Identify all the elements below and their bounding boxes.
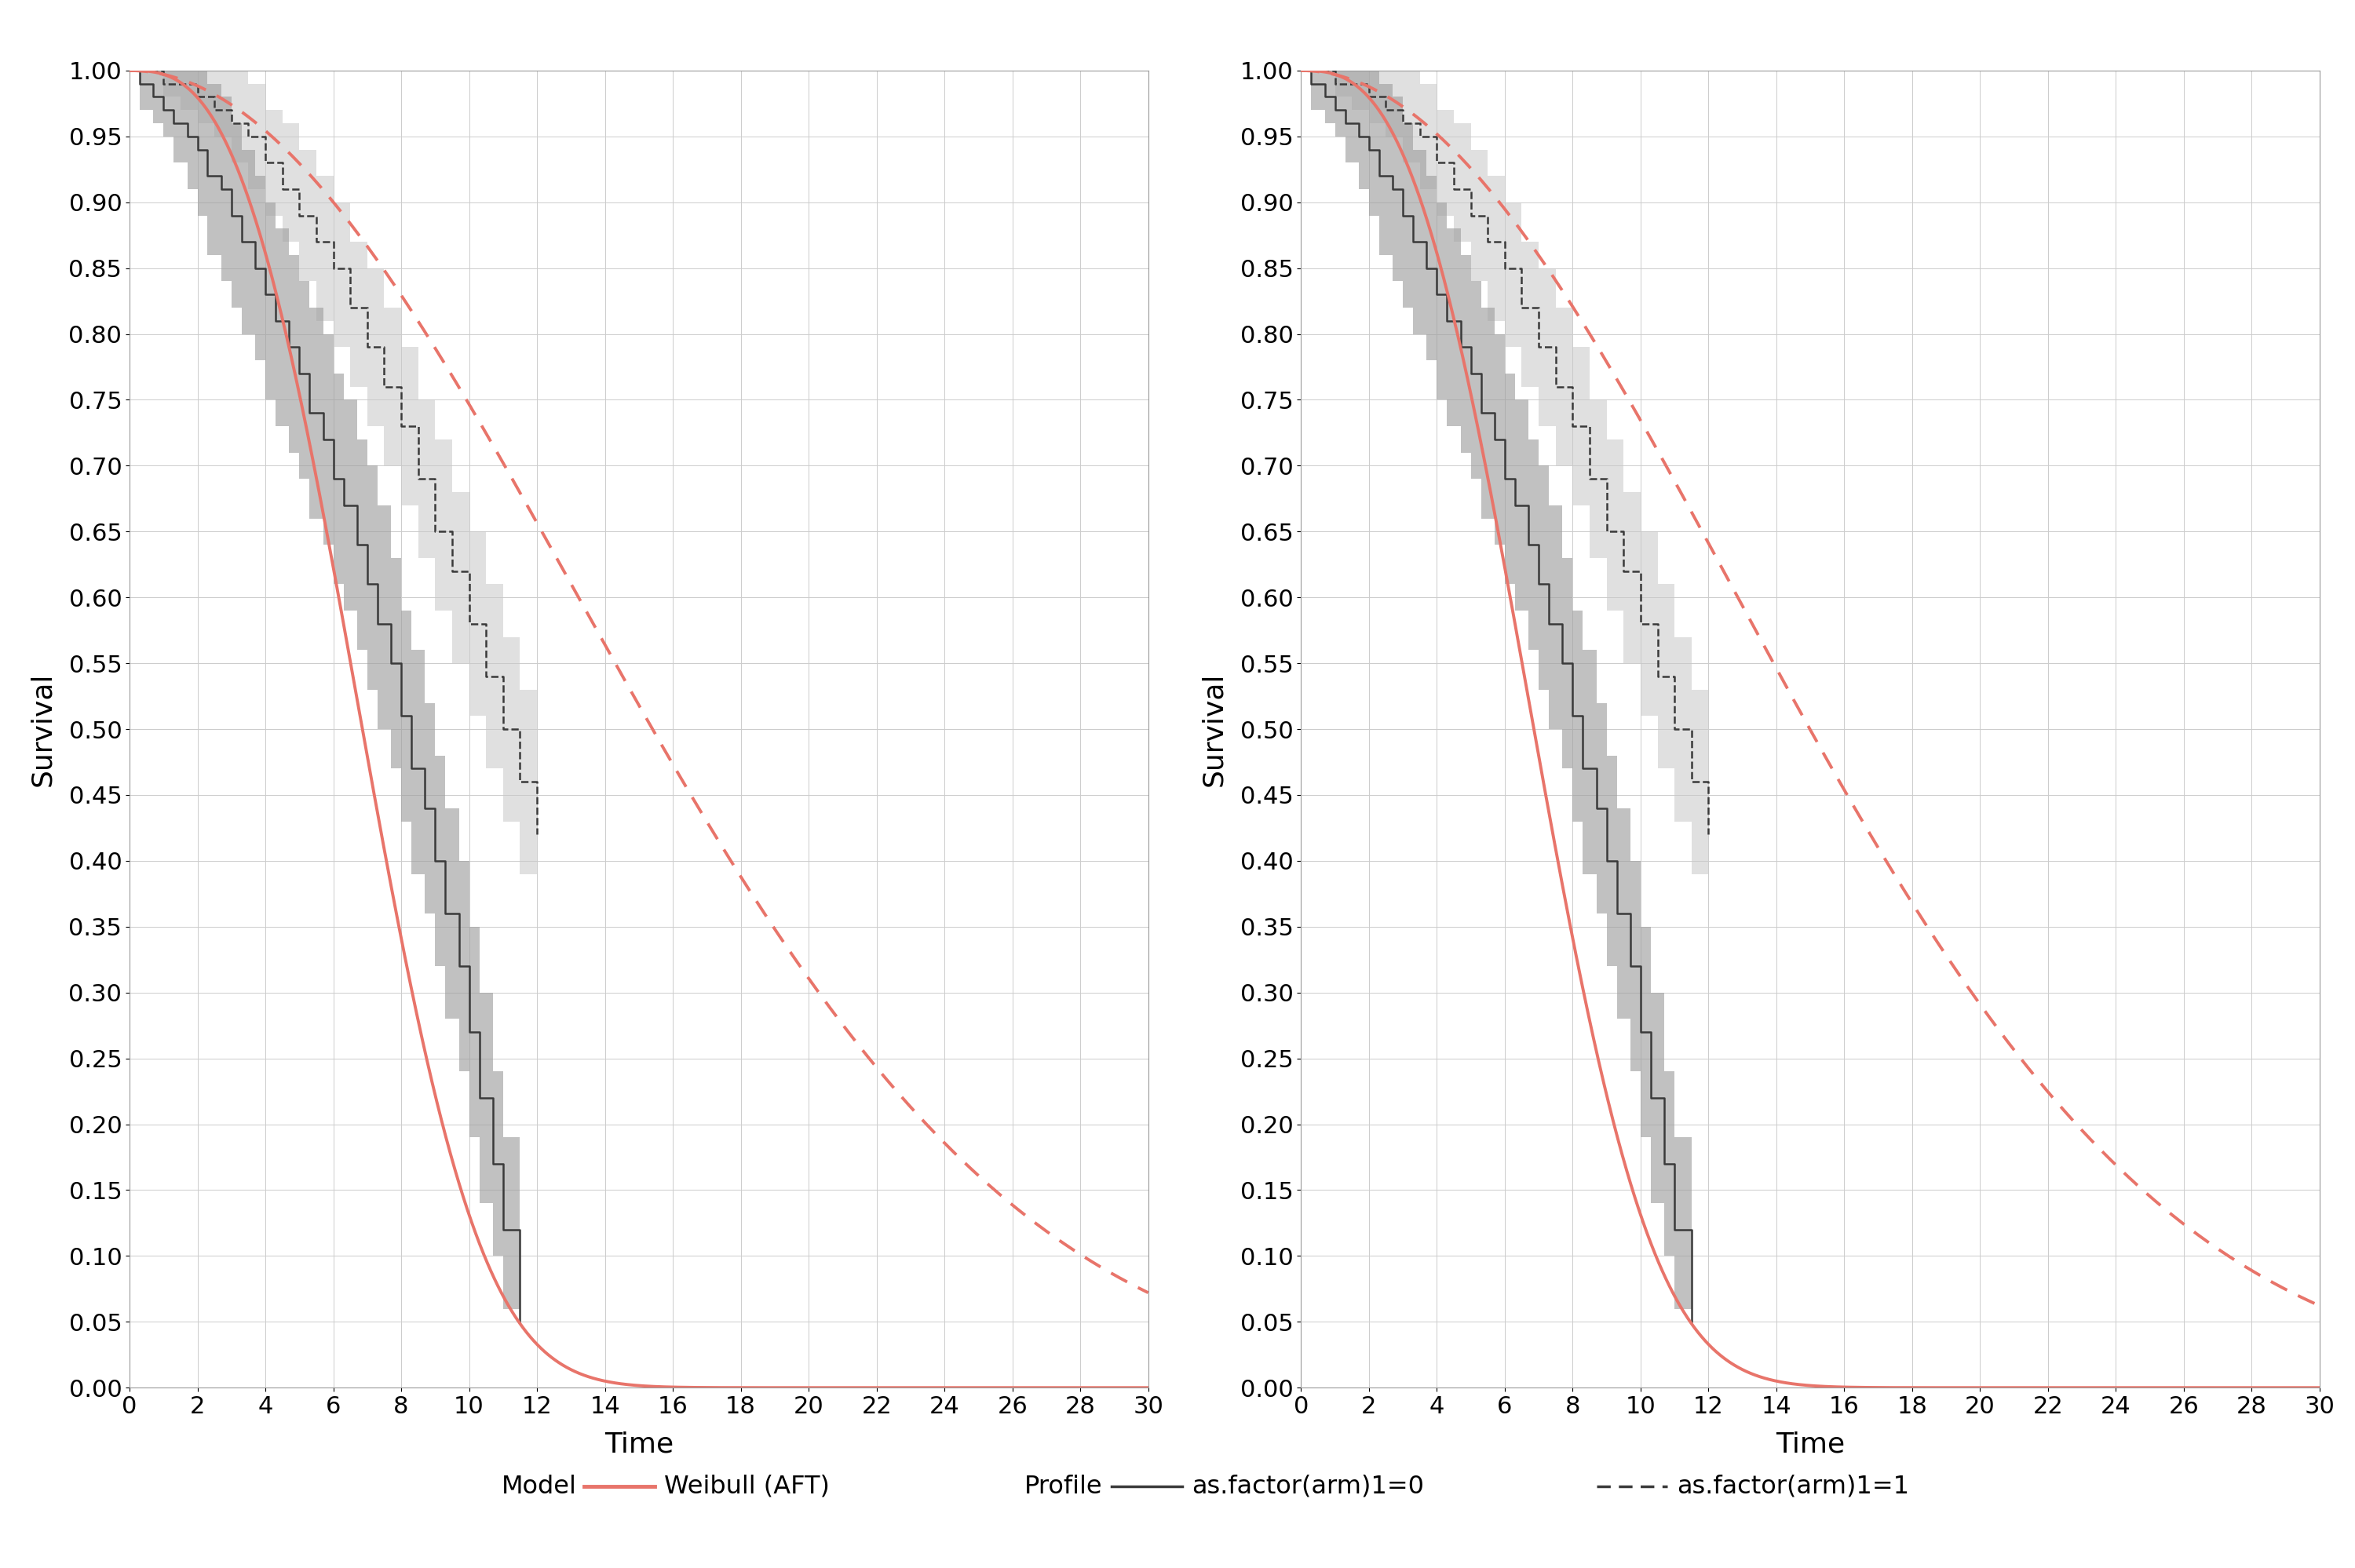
- Y-axis label: Survival: Survival: [28, 673, 57, 786]
- Text: Profile: Profile: [1024, 1474, 1102, 1499]
- X-axis label: Time: Time: [1776, 1432, 1844, 1458]
- Y-axis label: Survival: Survival: [1201, 673, 1227, 786]
- Text: as.factor(arm)1=1: as.factor(arm)1=1: [1677, 1474, 1910, 1499]
- Text: Model: Model: [502, 1474, 577, 1499]
- Text: as.factor(arm)1=0: as.factor(arm)1=0: [1192, 1474, 1425, 1499]
- X-axis label: Time: Time: [605, 1432, 674, 1458]
- Text: Weibull (AFT): Weibull (AFT): [664, 1474, 829, 1499]
